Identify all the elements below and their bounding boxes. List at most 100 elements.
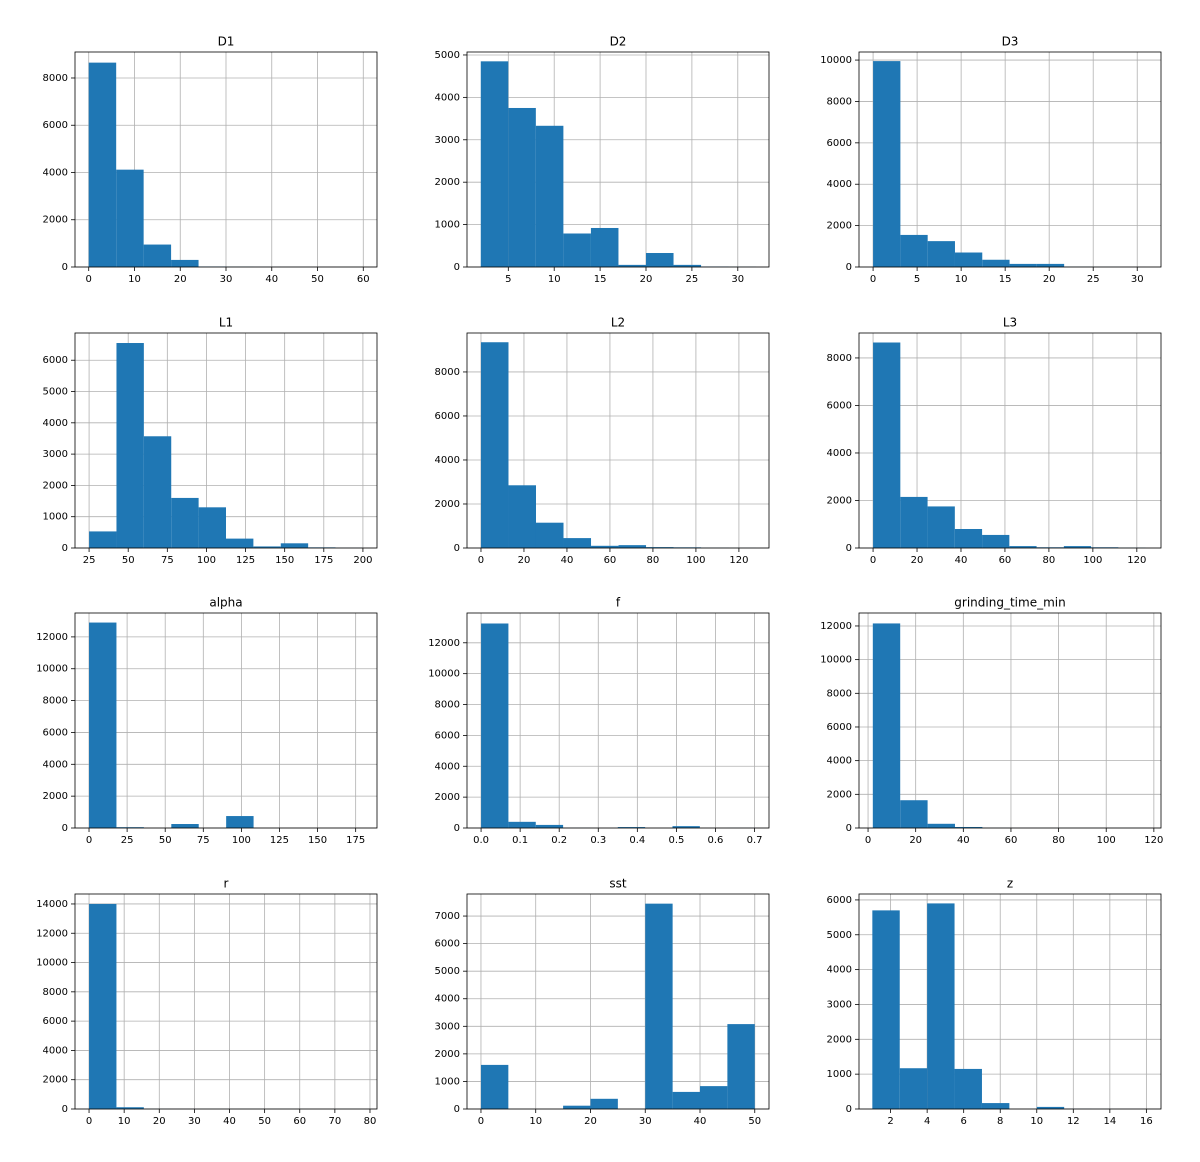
y-tick-label: 6000	[435, 411, 460, 422]
histogram-bar	[143, 436, 172, 548]
histogram-bar	[873, 61, 901, 268]
x-tick-label: 15	[594, 274, 607, 285]
x-tick-label: 0.5	[668, 835, 684, 846]
histogram-bar	[563, 538, 592, 548]
x-tick-label: 80	[1052, 835, 1065, 846]
histogram-bar	[481, 623, 509, 828]
y-tick-label: 2000	[43, 480, 68, 491]
x-tick-label: 50	[122, 555, 135, 566]
y-tick-label: 2000	[435, 792, 460, 803]
x-tick-label: 0	[865, 835, 871, 846]
y-tick-label: 0	[62, 823, 68, 834]
histogram-bar	[563, 1105, 591, 1109]
histogram-bar	[872, 910, 900, 1109]
x-tick-label: 0.4	[629, 835, 645, 846]
histogram-bar	[89, 622, 117, 828]
x-tick-label: 50	[159, 835, 172, 846]
chart-title: r	[224, 877, 229, 891]
y-tick-label: 0	[846, 262, 852, 273]
y-tick-label: 1000	[435, 1076, 460, 1087]
y-tick-label: 2000	[435, 499, 460, 510]
histogram-bar	[672, 826, 700, 828]
chart-title: alpha	[209, 596, 242, 610]
y-tick-label: 5000	[435, 50, 460, 61]
histogram-bar	[645, 253, 674, 267]
x-tick-label: 10	[1030, 1116, 1043, 1127]
y-tick-label: 0	[846, 1104, 852, 1115]
x-tick-label: 175	[314, 555, 333, 566]
y-tick-label: 2000	[827, 1034, 852, 1045]
y-tick-label: 6000	[827, 722, 852, 733]
histogram-bar	[171, 259, 199, 267]
x-tick-label: 5	[505, 274, 511, 285]
y-tick-label: 2000	[43, 215, 68, 226]
chart-title: z	[1007, 877, 1013, 891]
x-tick-label: 0.7	[747, 835, 763, 846]
y-tick-label: 5000	[435, 966, 460, 977]
x-tick-label: 30	[220, 274, 233, 285]
subplot: 0 10 20 30 40 50 60 0 2000 4000 6000 8000 D1	[43, 35, 378, 285]
y-tick-label: 4000	[435, 761, 460, 772]
histogram-bar	[646, 547, 674, 548]
x-tick-label: 100	[232, 835, 251, 846]
histogram-bar	[480, 61, 509, 267]
histogram-bar	[618, 264, 646, 267]
y-tick-label: 10000	[820, 55, 852, 66]
x-tick-label: 70	[328, 1116, 341, 1127]
x-tick-label: 0.1	[512, 835, 528, 846]
axes-frame	[858, 612, 1162, 829]
x-tick-label: 25	[83, 555, 96, 566]
histogram-bar	[981, 1103, 1010, 1109]
y-tick-label: 6000	[43, 120, 68, 131]
histogram-bar	[617, 827, 646, 828]
histogram-bar	[954, 1068, 982, 1109]
x-tick-label: 60	[999, 555, 1012, 566]
axes-frame	[466, 893, 770, 1110]
histogram-bar	[590, 1098, 618, 1109]
x-tick-label: 0.6	[708, 835, 724, 846]
histogram-bar	[88, 62, 117, 267]
y-tick-label: 6000	[435, 939, 460, 950]
histogram-bar	[673, 264, 702, 267]
x-tick-label: 0	[478, 1116, 484, 1127]
y-tick-label: 3000	[43, 449, 68, 460]
x-tick-label: 0	[870, 274, 876, 285]
y-tick-label: 4000	[435, 994, 460, 1005]
y-tick-label: 8000	[43, 987, 68, 998]
y-tick-label: 0	[454, 543, 460, 554]
x-tick-label: 150	[308, 835, 327, 846]
x-tick-label: 40	[265, 274, 278, 285]
x-tick-label: 75	[161, 555, 174, 566]
histogram-bar	[927, 823, 955, 828]
y-tick-label: 0	[846, 823, 852, 834]
x-tick-label: 0	[870, 555, 876, 566]
y-tick-label: 10000	[36, 958, 68, 969]
y-tick-label: 5000	[43, 387, 68, 398]
x-tick-label: 6	[960, 1116, 966, 1127]
histogram-bar	[116, 1107, 144, 1109]
x-tick-label: 10	[529, 1116, 542, 1127]
subplot: 0 10 20 30 40 50 60 70 80 0 2000 4000 6000 8000 10000 1…	[36, 877, 378, 1127]
y-tick-label: 1000	[43, 512, 68, 523]
histogram-bar	[591, 545, 619, 548]
histogram-bar	[535, 125, 564, 267]
histogram-bar	[645, 903, 673, 1109]
histogram-bar	[900, 496, 928, 548]
x-tick-label: 12	[1067, 1116, 1080, 1127]
y-tick-label: 0	[454, 823, 460, 834]
x-tick-label: 25	[686, 274, 699, 285]
x-tick-label: 60	[1005, 835, 1018, 846]
x-tick-label: 0.0	[473, 835, 489, 846]
histogram-bar	[927, 241, 955, 267]
axes-frame	[466, 51, 770, 268]
histogram-bar	[508, 821, 536, 828]
histogram-bar	[954, 252, 983, 267]
y-tick-label: 4000	[43, 1045, 68, 1056]
x-tick-label: 100	[1083, 555, 1102, 566]
y-tick-label: 2000	[827, 789, 852, 800]
subplot: 0 20 40 60 80 100 120 0 2000 4000 6000 8000 L3	[827, 316, 1162, 566]
y-tick-label: 4000	[43, 418, 68, 429]
y-tick-label: 10000	[428, 669, 460, 680]
histogram-bar	[116, 343, 144, 548]
x-tick-label: 0	[86, 1116, 92, 1127]
